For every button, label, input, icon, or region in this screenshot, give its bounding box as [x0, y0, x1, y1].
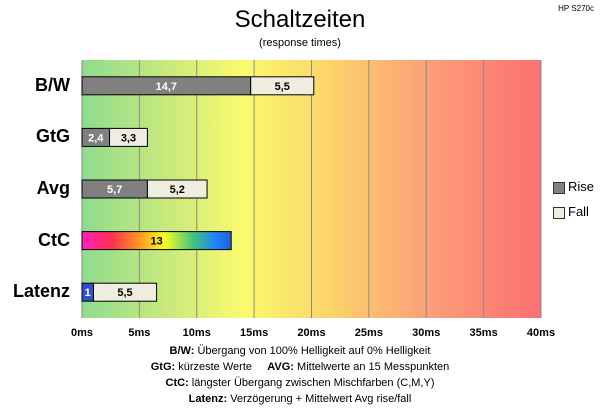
grid-lines: [81, 60, 542, 318]
bar-data-label: 2,4: [88, 132, 104, 144]
bar-data-label: 3,3: [121, 132, 136, 144]
chart-title: Schaltzeiten: [234, 6, 366, 33]
bar-fall: [146, 179, 208, 199]
category-label: GtG: [36, 126, 70, 147]
note-latenz: Latenz: Verzögerung + Mittelwert Avg ris…: [188, 393, 412, 405]
x-tick-label: 20ms: [297, 327, 326, 339]
legend-fall-label: Fall: [568, 204, 589, 219]
bar-fall: [92, 282, 158, 302]
legend-fall-swatch: [553, 207, 565, 219]
legend-rise-swatch: [553, 182, 565, 194]
bar-data-label: 13: [150, 236, 162, 248]
bar-fall: [250, 76, 315, 96]
chart-subtitle: (response times): [259, 37, 341, 49]
x-tick-label: 5ms: [128, 327, 151, 339]
bar-data-label: 5,5: [275, 81, 290, 93]
legend-rise-label: Rise: [568, 179, 595, 194]
x-tick-label: 15ms: [240, 327, 269, 339]
bar-data-label: 1: [85, 287, 91, 299]
x-tick-label: 40ms: [526, 327, 556, 339]
note-gtg-avg: GtG: kürzeste Werte AVG: Mittelwerte an …: [150, 361, 450, 373]
model-label: HP S270c: [558, 4, 594, 13]
x-tick-label: 30ms: [412, 327, 441, 339]
bar-data-label: 5,5: [117, 287, 132, 299]
bars: 14,7 5,5 2,4 3,3 5,7 5,2 13 1 5,5: [81, 76, 315, 302]
category-label: B/W: [35, 74, 70, 95]
category-label: CtC: [38, 229, 70, 250]
bar-data-label: 14,7: [156, 81, 177, 93]
category-label: Latenz: [12, 281, 70, 302]
x-tick-label: 0ms: [70, 327, 94, 339]
category-label: Avg: [36, 178, 70, 198]
bar-data-label: 5,7: [107, 184, 122, 196]
note-bw: B/W: Übergang von 100% Helligkeit auf 0%…: [169, 345, 431, 357]
bar-rise: [81, 231, 232, 251]
x-tick-label: 35ms: [469, 327, 498, 339]
x-tick-label: 25ms: [354, 327, 383, 339]
x-tick-label: 10ms: [182, 327, 211, 339]
bar-data-label: 5,2: [170, 184, 185, 196]
note-ctc: CtC: längster Übergang zwischen Mischfar…: [165, 377, 435, 389]
bar-fall: [109, 127, 148, 147]
